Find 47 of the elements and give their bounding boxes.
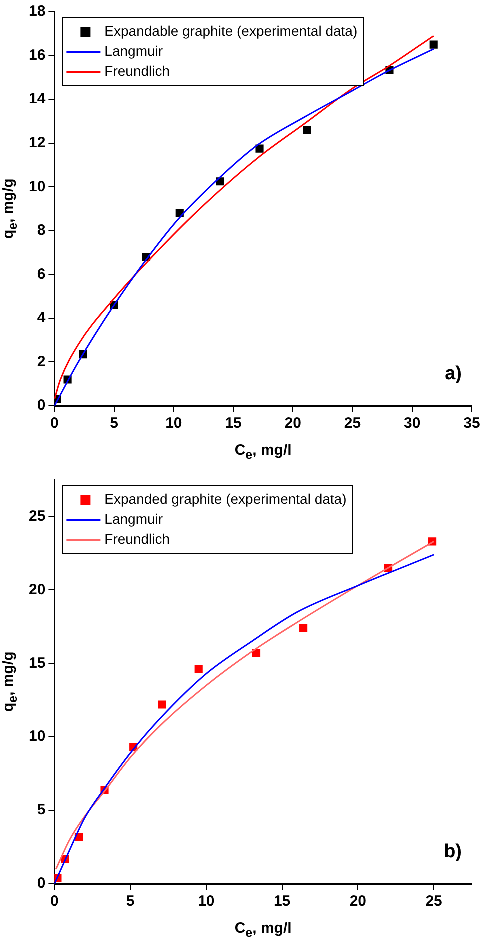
y-tick-label: 0 xyxy=(37,397,46,414)
point xyxy=(303,126,312,134)
x-tick-label: 10 xyxy=(166,415,182,432)
x-tick-label: 20 xyxy=(284,415,302,432)
y-tick-label: 2 xyxy=(37,353,46,370)
y-tick-label: 12 xyxy=(28,134,46,152)
y-tick-label: 0 xyxy=(37,875,46,892)
x-tick-label: 15 xyxy=(274,893,291,910)
annotation: a) xyxy=(445,364,462,385)
y-tick-label: 14 xyxy=(28,90,46,108)
x-axis-title: C$_{e}$, mg/l xyxy=(234,442,292,462)
y-tick-label: 10 xyxy=(28,728,46,746)
x-tick-label: 5 xyxy=(126,893,135,910)
x-tick-label: 5 xyxy=(110,415,118,432)
point xyxy=(300,624,308,632)
y-tick-label: 6 xyxy=(37,266,46,283)
x-axis-title: C$_{e}$, mg/l xyxy=(234,920,292,940)
y-tick-label: 4 xyxy=(37,310,46,327)
point xyxy=(430,40,438,49)
legend-label: Expanded graphite (experimental data) xyxy=(104,490,347,507)
y-tick-label: 18 xyxy=(28,3,46,20)
x-tick-label: 35 xyxy=(464,415,480,432)
point xyxy=(252,649,261,658)
point xyxy=(194,665,203,674)
y-tick-label: 15 xyxy=(28,654,46,672)
legend-label: Langmuir xyxy=(104,42,164,59)
legend-label: Freundlich xyxy=(104,62,170,79)
x-tick-label: 0 xyxy=(50,415,59,432)
legend-label: Langmuir xyxy=(104,510,164,527)
x-tick-label: 15 xyxy=(225,415,242,432)
y-tick-label: 10 xyxy=(28,178,46,196)
annotation: b) xyxy=(444,842,462,863)
x-tick-label: 20 xyxy=(350,893,367,910)
legend-label: Expandable graphite (experimental data) xyxy=(104,22,358,39)
point xyxy=(256,144,264,153)
y-tick-label: 20 xyxy=(28,581,46,598)
point xyxy=(158,700,166,709)
x-tick-label: 10 xyxy=(198,893,215,910)
x-tick-label: 25 xyxy=(344,415,362,432)
y-tick-label: 5 xyxy=(37,802,46,819)
y-tick-label: 25 xyxy=(28,508,46,525)
x-tick-label: 25 xyxy=(426,893,442,910)
y-tick-label: 16 xyxy=(28,46,46,64)
x-tick-label: 0 xyxy=(50,893,59,910)
legend-label: Freundlich xyxy=(104,530,170,547)
y-tick-label: 8 xyxy=(37,222,46,240)
x-tick-label: 30 xyxy=(404,415,421,432)
